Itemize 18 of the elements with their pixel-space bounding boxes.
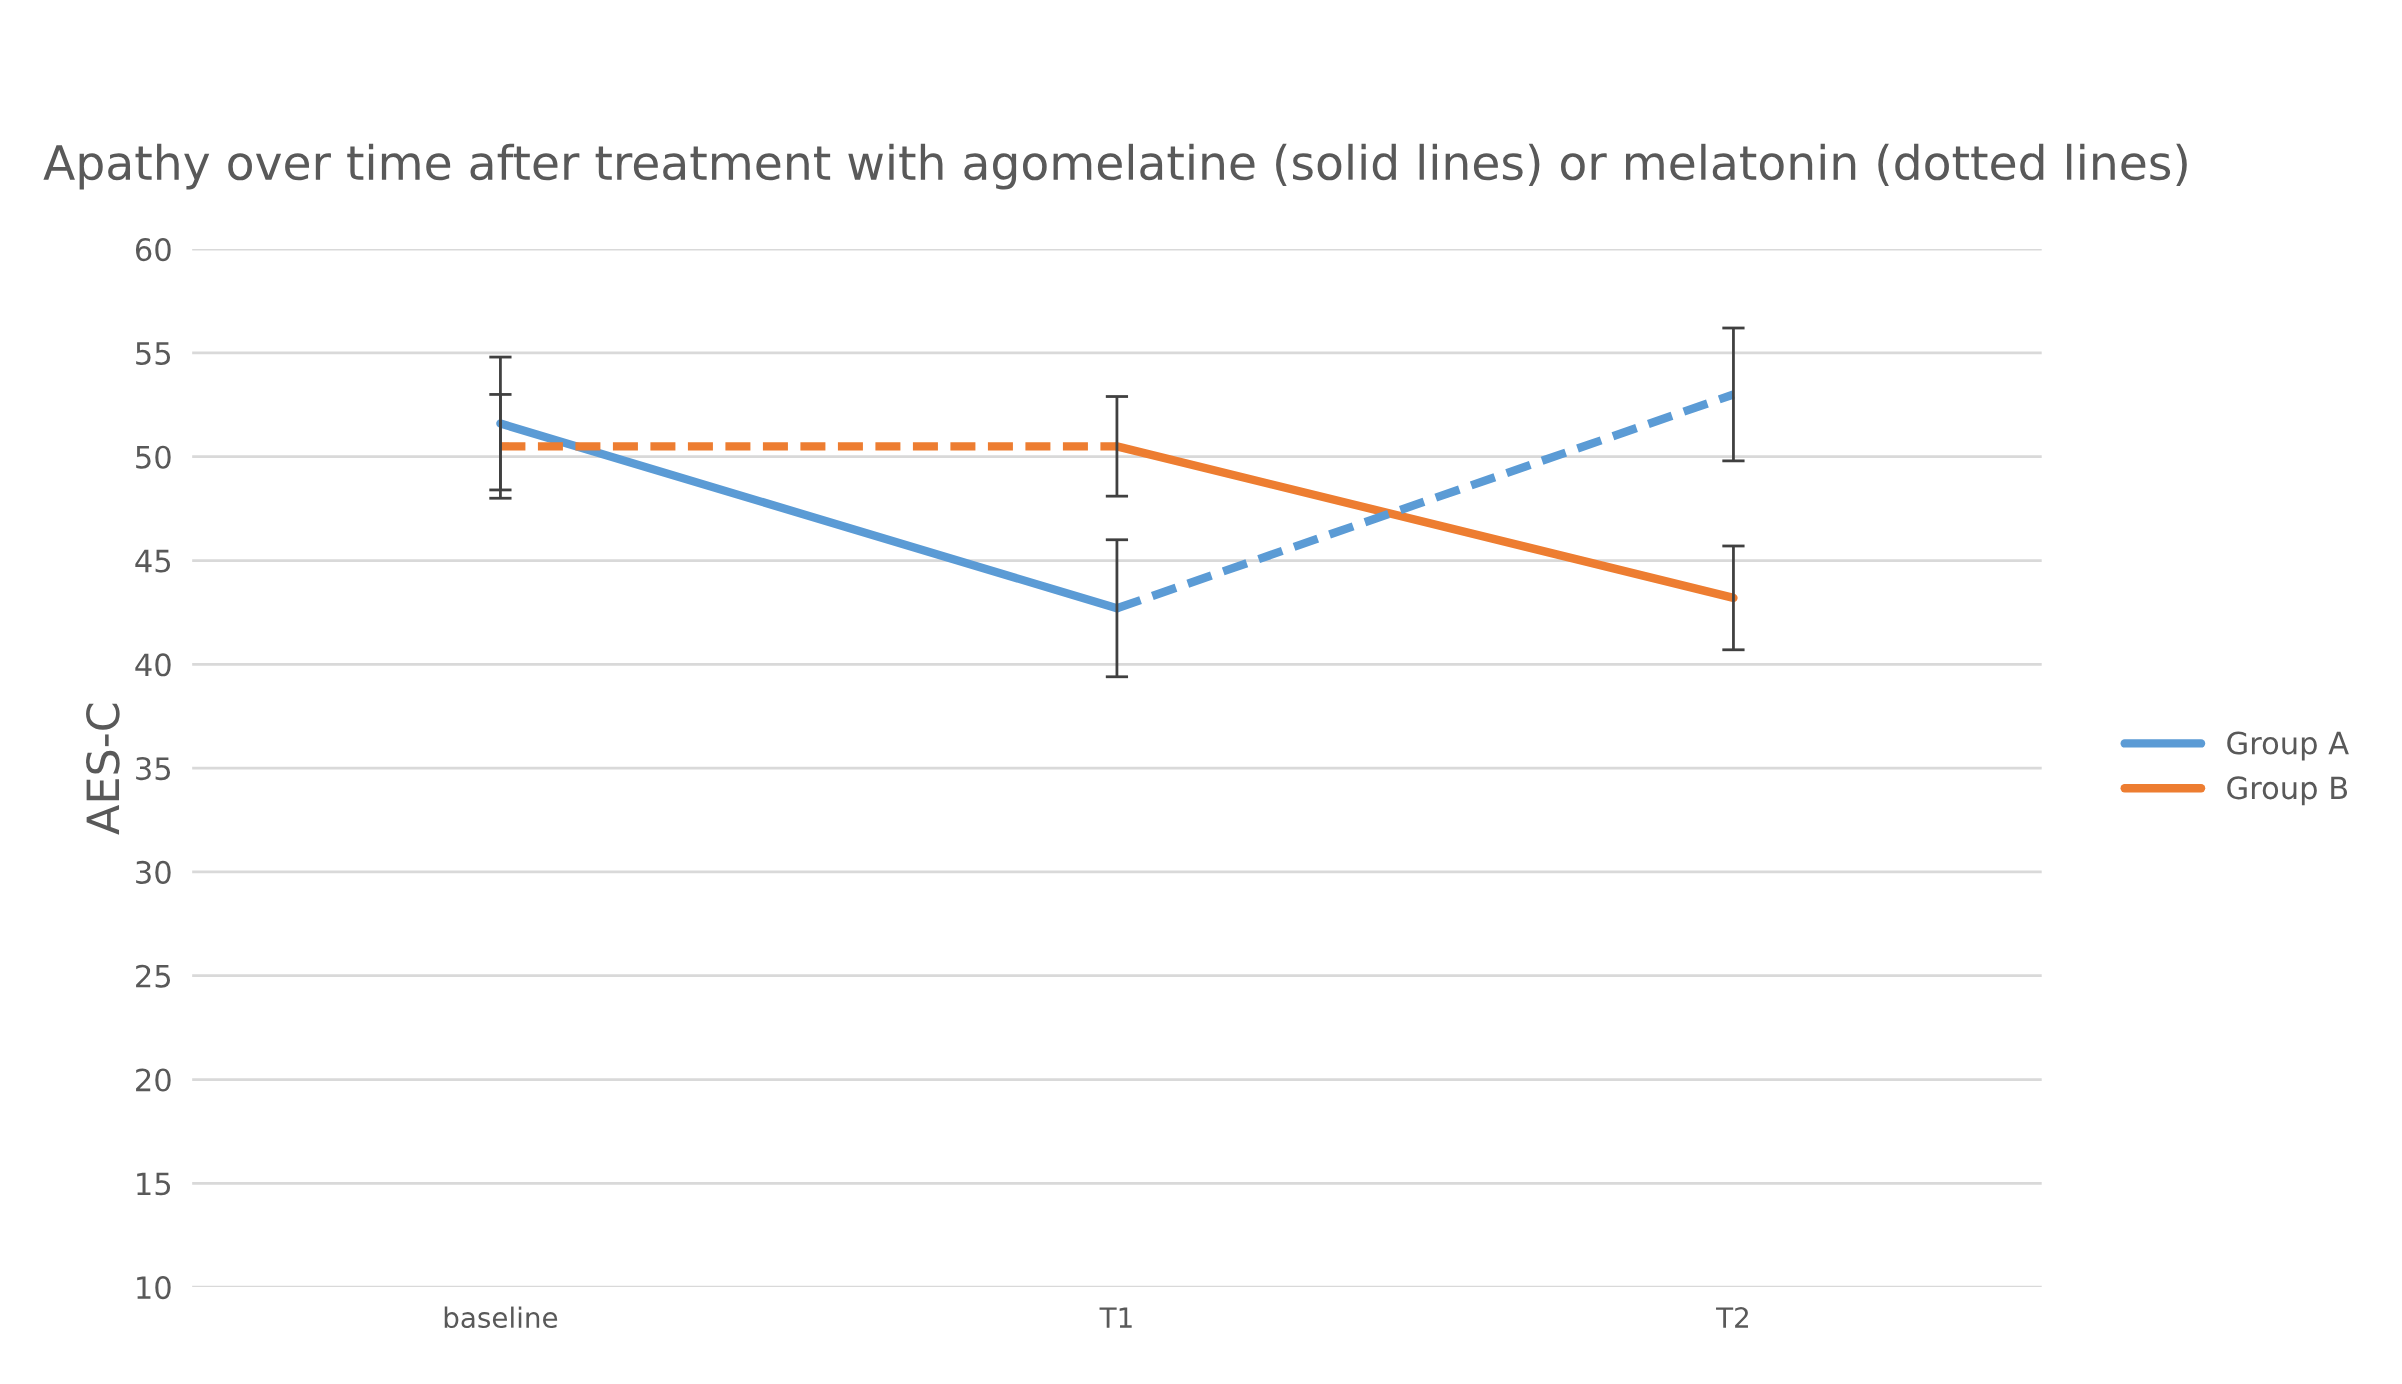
- legend-label: Group B: [2227, 776, 2348, 806]
- x-tick-label: baseline: [444, 1306, 558, 1329]
- x-tick-label: T1: [1099, 1307, 1132, 1328]
- legend-label: Group A: [2227, 731, 2349, 761]
- y-tick-label: 45: [135, 549, 171, 573]
- chart-title: Apathy over time after treatment with agomelatine (solid lines) or melatonin (dotted lines): [43, 143, 2187, 190]
- y-tick-label: 20: [136, 1068, 171, 1092]
- y-axis-title: AES-C: [86, 703, 120, 835]
- y-tick-label: 50: [136, 445, 171, 469]
- y-tick-label: 60: [135, 238, 171, 262]
- x-tick-label: T2: [1716, 1307, 1748, 1328]
- y-tick-label: 25: [136, 964, 171, 988]
- y-tick-label: 10: [137, 1276, 171, 1300]
- y-tick-label: 30: [136, 860, 171, 884]
- y-tick-label: 55: [136, 342, 171, 365]
- y-tick-label: 15: [137, 1172, 171, 1196]
- y-tick-label: 40: [135, 653, 171, 677]
- y-tick-label: 35: [136, 757, 171, 781]
